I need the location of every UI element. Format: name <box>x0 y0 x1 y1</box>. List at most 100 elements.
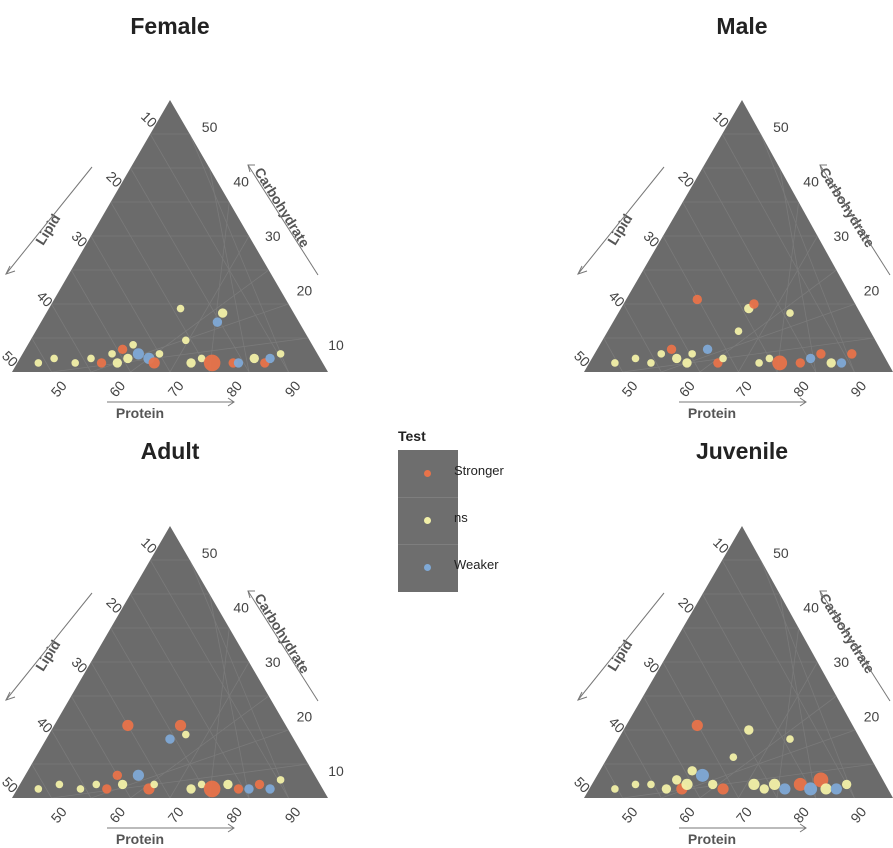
arrow-lipid-head <box>5 265 16 275</box>
data-point <box>631 354 640 363</box>
data-point <box>708 779 718 790</box>
data-point <box>223 779 233 790</box>
data-point <box>786 735 794 743</box>
data-point <box>276 350 285 358</box>
axis-title-protein: Protein <box>116 831 164 847</box>
legend-dot-stronger <box>424 470 431 477</box>
data-point <box>672 775 682 785</box>
data-point <box>786 309 794 317</box>
data-point <box>197 354 206 363</box>
data-point <box>34 359 43 367</box>
protein-tick-label: 70 <box>165 378 187 400</box>
data-point <box>749 299 759 309</box>
data-point <box>666 344 677 355</box>
data-point <box>233 784 244 794</box>
data-point <box>830 783 842 795</box>
legend-label-weaker: Weaker <box>454 557 499 572</box>
data-point <box>176 304 185 313</box>
data-point <box>203 780 221 798</box>
data-point <box>182 730 190 739</box>
data-point <box>249 353 259 364</box>
arrow-carbohydrate-head <box>247 164 255 173</box>
panel-title-male: Male <box>716 13 768 39</box>
protein-tick-label: 70 <box>733 378 755 400</box>
data-point <box>233 358 244 368</box>
arrow-carbohydrate-head <box>819 164 827 173</box>
data-point <box>688 350 696 358</box>
data-point <box>50 354 58 363</box>
panel-title-female: Female <box>130 13 210 39</box>
protein-tick-label: 60 <box>106 378 128 400</box>
legend-item-ns: ns <box>398 497 468 545</box>
legend: Test Stronger ns Weaker <box>398 428 504 592</box>
data-point <box>76 785 85 793</box>
protein-tick-label: 50 <box>48 804 70 826</box>
data-point <box>112 770 123 781</box>
carbohydrate-tick-label: 50 <box>773 119 789 135</box>
protein-tick-label: 60 <box>676 804 698 826</box>
data-point <box>702 344 713 355</box>
carbohydrate-tick-label: 40 <box>233 600 249 616</box>
data-point <box>34 785 43 793</box>
data-point <box>212 317 223 327</box>
axis-title-lipid: Lipid <box>32 637 63 674</box>
arrow-carbohydrate <box>247 590 319 702</box>
data-point <box>129 341 137 349</box>
data-point <box>148 357 160 369</box>
axis-title-protein: Protein <box>116 405 164 421</box>
arrow-lipid <box>5 166 93 275</box>
carbohydrate-tick-label: 30 <box>834 228 850 244</box>
data-point <box>847 349 857 359</box>
data-point <box>117 344 128 355</box>
data-point <box>265 784 275 794</box>
legend-label-ns: ns <box>454 510 468 525</box>
legend-label-stronger: Stronger <box>454 463 504 478</box>
carbohydrate-tick-label: 30 <box>265 228 281 244</box>
carbohydrate-tick-label: 20 <box>864 282 880 298</box>
carbohydrate-tick-label: 40 <box>233 174 249 190</box>
carbohydrate-tick-label: 30 <box>265 654 281 670</box>
carbohydrate-tick-label: 20 <box>864 708 880 724</box>
arrow-lipid <box>5 592 93 701</box>
arrow-lipid-head <box>577 691 588 701</box>
data-point <box>117 779 128 790</box>
carbohydrate-tick-label: 50 <box>773 545 789 561</box>
axis-title-lipid: Lipid <box>604 637 635 674</box>
carbohydrate-tick-label: 30 <box>834 654 850 670</box>
carbohydrate-tick-label: 10 <box>328 337 344 353</box>
arrow-carbohydrate-head <box>819 590 827 599</box>
axis-title-protein: Protein <box>688 831 736 847</box>
data-point <box>150 780 158 789</box>
carbohydrate-tick-label: 40 <box>803 174 819 190</box>
carbohydrate-tick-label: 50 <box>202 545 218 561</box>
protein-tick-label: 90 <box>847 804 869 826</box>
data-point <box>165 734 175 744</box>
panel-title-adult: Adult <box>140 438 200 464</box>
data-point <box>174 719 187 732</box>
axis-title-carbohydrate: Carbohydrate <box>251 165 313 251</box>
protein-tick-label: 90 <box>847 378 869 400</box>
carbohydrate-tick-label: 20 <box>297 282 313 298</box>
legend-title: Test <box>398 428 426 444</box>
data-point <box>695 768 709 782</box>
panel-title-juvenile: Juvenile <box>695 438 789 464</box>
data-point <box>254 779 265 790</box>
data-point <box>71 359 79 367</box>
protein-tick-label: 50 <box>618 804 640 826</box>
data-point <box>836 358 847 368</box>
data-point <box>729 753 738 761</box>
protein-tick-label: 70 <box>165 804 187 826</box>
protein-tick-label: 60 <box>676 378 698 400</box>
data-point <box>816 349 826 359</box>
data-point <box>217 308 228 318</box>
data-point <box>804 782 818 796</box>
data-point <box>768 778 781 791</box>
ternary-panel-male: 102030405050403020105060708090LipidCarbo… <box>571 100 893 421</box>
data-point <box>197 780 206 789</box>
data-point <box>647 359 655 367</box>
data-point <box>691 719 703 732</box>
legend-key-box: Stronger ns Weaker <box>398 450 504 592</box>
data-point <box>734 327 743 336</box>
data-point <box>805 353 816 364</box>
